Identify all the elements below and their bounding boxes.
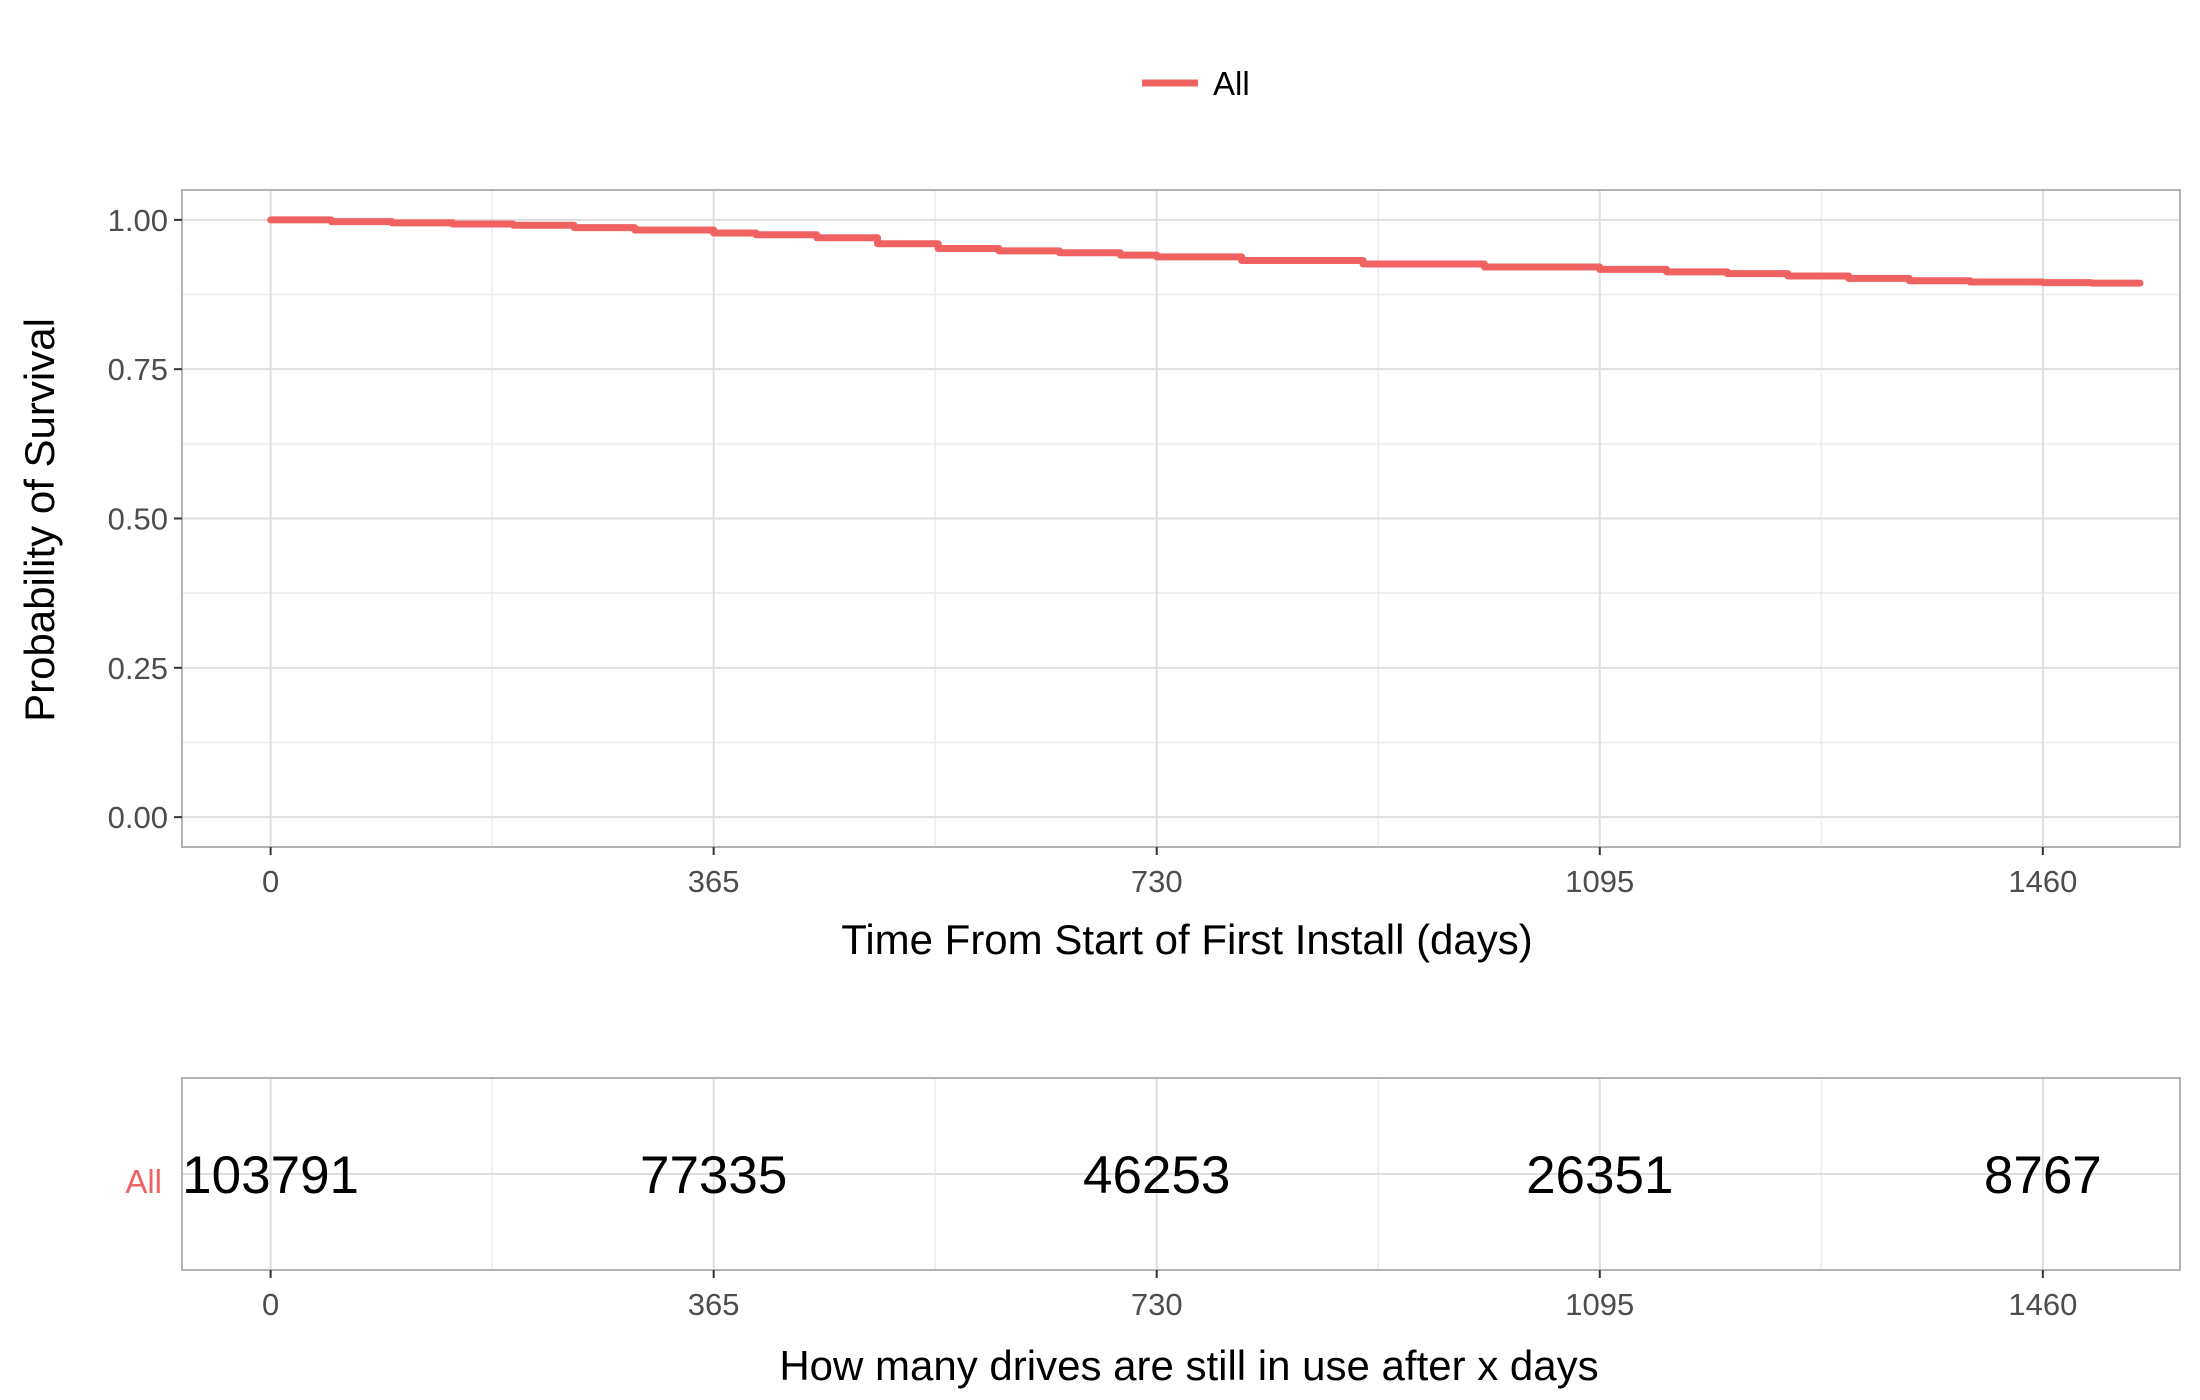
risk-table-x-title: How many drives are still in use after x… (779, 1342, 1598, 1389)
risk-table-x-ticks: 0 365 730 1095 1460 (262, 1270, 2077, 1322)
risk-table: 103791 77335 46253 26351 8767 0 365 730 1095 146… (125, 1077, 2181, 1389)
y-axis-ticks: 0.00 0.25 0.50 0.75 1.00 (108, 203, 182, 835)
risk-row-label: All (125, 1163, 162, 1200)
y-tick-label: 0.50 (108, 502, 168, 537)
x-tick-label: 730 (1131, 864, 1183, 899)
y-axis-title: Probability of Survival (16, 318, 63, 722)
legend-label-all: All (1213, 65, 1250, 102)
y-tick-label: 0.00 (108, 800, 168, 835)
risk-value: 8767 (1984, 1146, 2102, 1205)
x-tick-label: 0 (262, 864, 279, 899)
y-tick-label: 0.25 (108, 651, 168, 686)
table-x-tick-label: 0 (262, 1287, 279, 1322)
x-tick-label: 1460 (2008, 864, 2077, 899)
survival-series (267, 216, 2144, 287)
risk-table-border (181, 1077, 2181, 1271)
table-x-tick-label: 365 (688, 1287, 740, 1322)
risk-value: 103791 (182, 1146, 359, 1205)
x-tick-label: 1095 (1565, 864, 1634, 899)
plot-gridlines (182, 190, 2180, 847)
y-tick-label: 1.00 (108, 203, 168, 238)
x-axis-ticks: 0 365 730 1095 1460 (262, 847, 2077, 899)
x-axis-title: Time From Start of First Install (days) (841, 916, 1533, 963)
legend: All (1142, 65, 1250, 102)
table-x-tick-label: 1460 (2008, 1287, 2077, 1322)
x-tick-label: 365 (688, 864, 740, 899)
survival-plot: 0.00 0.25 0.50 0.75 1.00 0 365 730 1095 1460 Tim… (16, 189, 2181, 963)
y-tick-label: 0.75 (108, 352, 168, 387)
survival-line-all (267, 216, 2144, 287)
risk-table-gridlines (182, 1078, 2180, 1270)
risk-table-values: 103791 77335 46253 26351 8767 (182, 1146, 2102, 1205)
table-x-tick-label: 1095 (1565, 1287, 1634, 1322)
risk-value: 77335 (640, 1146, 787, 1205)
risk-value: 26351 (1526, 1146, 1673, 1205)
risk-value: 46253 (1083, 1146, 1230, 1205)
table-x-tick-label: 730 (1131, 1287, 1183, 1322)
